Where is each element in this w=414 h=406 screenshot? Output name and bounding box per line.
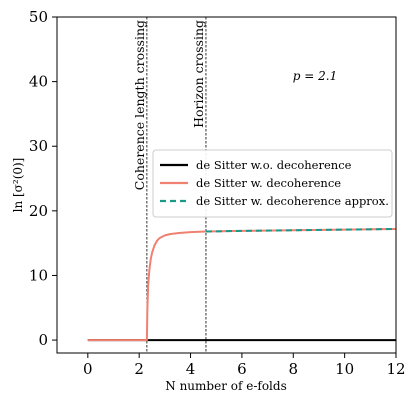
y-axis-label: ln [σ²(0)] <box>11 158 25 213</box>
x-tick-label-5: 10 <box>335 360 354 378</box>
legend-label-0: de Sitter w.o. decoherence <box>196 158 352 172</box>
x-tick-label-4: 8 <box>288 360 298 378</box>
y-tick-label-1: 10 <box>29 266 48 284</box>
vline-label-1: Horizon crossing <box>191 20 206 128</box>
series-line-2 <box>205 227 397 233</box>
legend-box <box>152 149 393 218</box>
y-tick-label-5: 50 <box>29 8 48 26</box>
y-tick-label-3: 30 <box>29 137 48 155</box>
y-tick-label-0: 0 <box>38 331 48 349</box>
x-tick-label-3: 6 <box>237 360 247 378</box>
legend-label-1: de Sitter w. decoherence <box>196 176 341 190</box>
axis-ticks: 0 2 4 6 8 10 12 0 10 20 30 40 50 <box>29 8 406 378</box>
legend-label-2: de Sitter w. decoherence approx. <box>196 194 389 208</box>
annotation-p-value: p = 2.1 <box>293 69 337 83</box>
y-tick-label-4: 40 <box>29 73 48 91</box>
vline-label-0: Coherence length crossing <box>132 20 147 190</box>
x-tick-label-1: 2 <box>134 360 144 378</box>
series-layer <box>87 227 397 342</box>
series-line-1 <box>87 227 397 342</box>
x-axis-label: N number of e-folds <box>165 379 286 393</box>
legend: de Sitter w.o. decoherence de Sitter w. d… <box>152 149 393 218</box>
vertical-lines: Coherence length crossing Horizon crossin… <box>132 17 207 353</box>
x-tick-label-6: 12 <box>386 360 405 378</box>
plot-frame <box>56 16 397 354</box>
x-tick-label-2: 4 <box>186 360 196 378</box>
x-tick-label-0: 0 <box>83 360 93 378</box>
y-tick-label-2: 20 <box>29 202 48 220</box>
